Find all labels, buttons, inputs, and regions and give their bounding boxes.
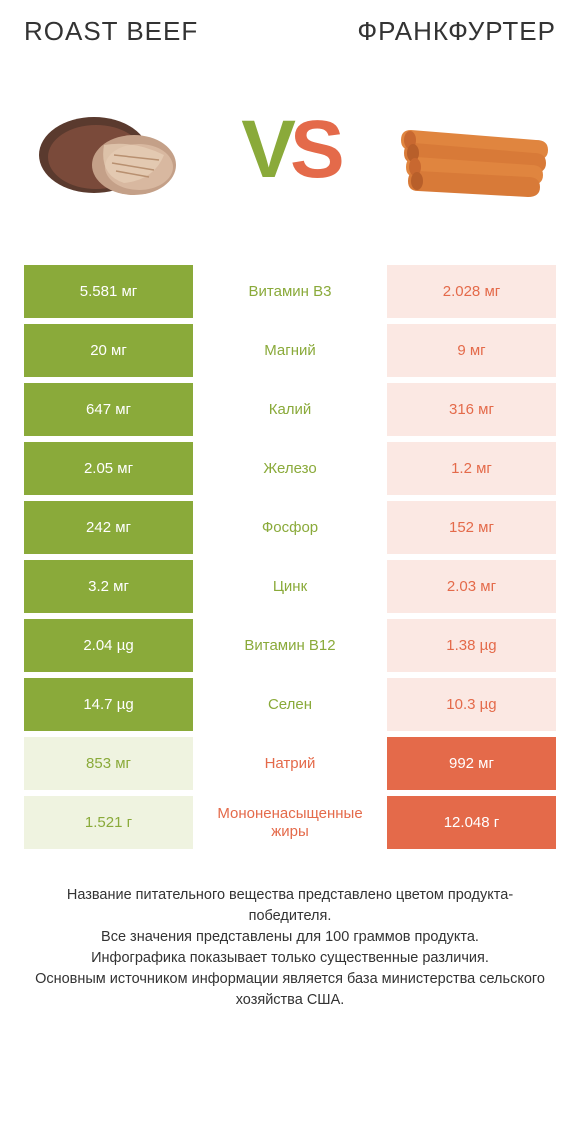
footer-line-2: Все значения представлены для 100 граммо…: [28, 927, 552, 948]
left-value: 1.521 г: [24, 796, 193, 849]
roast-beef-image: [24, 85, 194, 215]
nutrient-label: Мононенасыщенные жиры: [193, 796, 387, 849]
comparison-row: 3.2 мгЦинк2.03 мг: [24, 560, 556, 613]
frankfurter-image: [386, 85, 556, 215]
nutrient-label: Фосфор: [193, 501, 387, 554]
footer-line-3: Инфографика показывает только существенн…: [28, 948, 552, 969]
left-value: 242 мг: [24, 501, 193, 554]
left-value: 2.05 мг: [24, 442, 193, 495]
right-value: 1.2 мг: [387, 442, 556, 495]
right-value: 9 мг: [387, 324, 556, 377]
right-product-title: ФРАНКФУРТЕР: [357, 16, 556, 47]
right-value: 10.3 µg: [387, 678, 556, 731]
left-value: 647 мг: [24, 383, 193, 436]
left-value: 3.2 мг: [24, 560, 193, 613]
right-value: 152 мг: [387, 501, 556, 554]
comparison-row: 2.05 мгЖелезо1.2 мг: [24, 442, 556, 495]
vs-v: V: [241, 103, 290, 197]
nutrient-label: Селен: [193, 678, 387, 731]
comparison-row: 5.581 мгВитамин B32.028 мг: [24, 265, 556, 318]
nutrient-label: Цинк: [193, 560, 387, 613]
comparison-row: 2.04 µgВитамин B121.38 µg: [24, 619, 556, 672]
vs-label: V S: [241, 103, 338, 197]
comparison-row: 20 мгМагний9 мг: [24, 324, 556, 377]
right-value: 2.03 мг: [387, 560, 556, 613]
footer-line-1: Название питательного вещества представл…: [28, 885, 552, 927]
left-value: 20 мг: [24, 324, 193, 377]
nutrient-label: Железо: [193, 442, 387, 495]
right-value: 12.048 г: [387, 796, 556, 849]
right-value: 316 мг: [387, 383, 556, 436]
footer-line-4: Основным источником информации является …: [28, 969, 552, 1011]
footer-notes: Название питательного вещества представл…: [0, 855, 580, 1011]
hero: V S: [0, 55, 580, 265]
header: ROAST BEEF ФРАНКФУРТЕР: [0, 0, 580, 55]
left-value: 14.7 µg: [24, 678, 193, 731]
right-value: 992 мг: [387, 737, 556, 790]
comparison-row: 1.521 гМононенасыщенные жиры12.048 г: [24, 796, 556, 849]
right-value: 2.028 мг: [387, 265, 556, 318]
comparison-table: 5.581 мгВитамин B32.028 мг 20 мгМагний9 м…: [0, 265, 580, 855]
left-value: 5.581 мг: [24, 265, 193, 318]
nutrient-label: Магний: [193, 324, 387, 377]
left-value: 853 мг: [24, 737, 193, 790]
nutrient-label: Витамин B3: [193, 265, 387, 318]
vs-s: S: [290, 103, 339, 197]
right-value: 1.38 µg: [387, 619, 556, 672]
nutrient-label: Витамин B12: [193, 619, 387, 672]
comparison-row: 242 мгФосфор152 мг: [24, 501, 556, 554]
nutrient-label: Натрий: [193, 737, 387, 790]
comparison-row: 14.7 µgСелен10.3 µg: [24, 678, 556, 731]
comparison-row: 647 мгКалий316 мг: [24, 383, 556, 436]
nutrient-label: Калий: [193, 383, 387, 436]
comparison-row: 853 мгНатрий992 мг: [24, 737, 556, 790]
left-product-title: ROAST BEEF: [24, 16, 198, 47]
left-value: 2.04 µg: [24, 619, 193, 672]
